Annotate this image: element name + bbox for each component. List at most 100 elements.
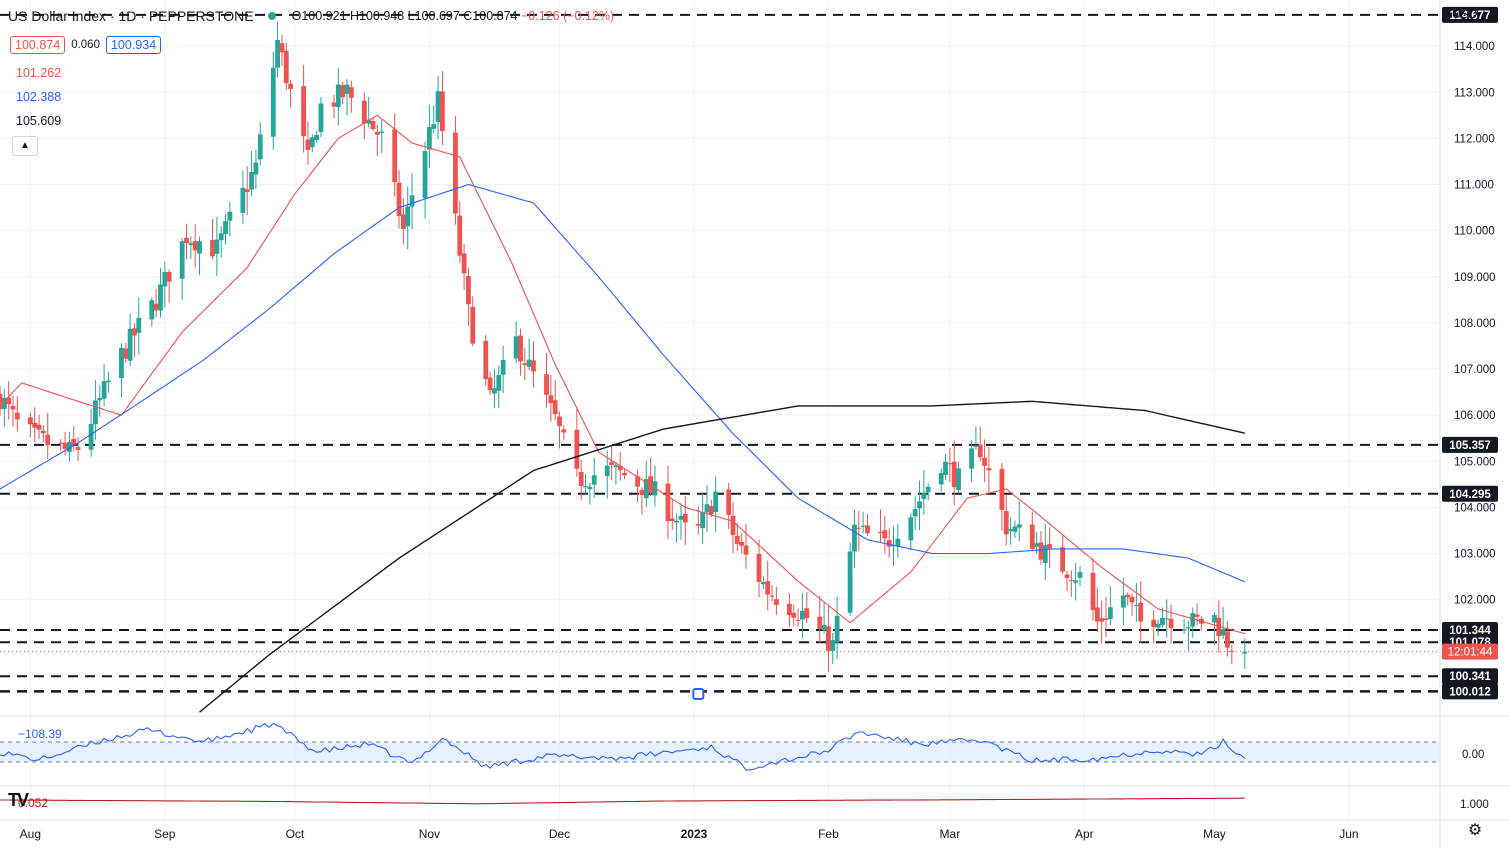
- event-marker[interactable]: [692, 688, 705, 700]
- price-tick: 112.000: [1454, 133, 1495, 145]
- ohlc-values: O100.921 H100.948 L100.697 C100.874 −0.1…: [292, 9, 615, 23]
- oscillator-band: [0, 742, 1440, 762]
- candle-body: [578, 472, 584, 486]
- candle-body: [1016, 524, 1022, 528]
- time-tick: May: [1203, 827, 1226, 841]
- candle-body: [184, 237, 189, 244]
- oscillator-pane: −108.39 0.00: [0, 722, 1484, 771]
- candle-body: [617, 465, 623, 471]
- ma-line-3: [199, 400, 1245, 713]
- candle-body: [270, 67, 276, 137]
- level-label-bg: [1442, 683, 1498, 700]
- candle-body: [860, 525, 866, 527]
- candle-body: [119, 347, 124, 379]
- candle-body: [730, 515, 736, 536]
- candle-body: [66, 441, 72, 452]
- candle-body: [197, 241, 202, 254]
- candle-body: [791, 612, 797, 618]
- candle-body: [166, 271, 172, 282]
- symbol-title[interactable]: US Dollar Index · 1D · PEPPERSTONE: [8, 8, 254, 24]
- candle-body: [1094, 607, 1100, 622]
- candle-body: [695, 524, 701, 526]
- candle-body: [340, 85, 346, 98]
- candle-body: [366, 119, 372, 124]
- time-tick: Dec: [549, 827, 570, 841]
- gear-icon[interactable]: ⚙: [1467, 822, 1483, 839]
- chart-header: US Dollar Index · 1D · PEPPERSTONE O100.…: [8, 8, 614, 24]
- candle-body: [305, 139, 311, 151]
- candle-body: [379, 131, 385, 133]
- price-tick: 106.000: [1454, 410, 1496, 422]
- indicator2-value: 0.052: [18, 796, 48, 810]
- time-tick: Nov: [419, 827, 440, 841]
- candle-body: [1029, 524, 1035, 549]
- candle-body: [405, 206, 411, 227]
- candle-body: [1107, 607, 1113, 620]
- horizontal-levels[interactable]: 114.677105.357104.295101.344101.078100.3…: [0, 6, 1498, 700]
- candle-body: [1216, 617, 1222, 637]
- candle-body: [97, 397, 103, 401]
- collapse-legend-button[interactable]: ▲: [12, 136, 38, 156]
- candle-body: [604, 465, 610, 477]
- candle-body: [288, 83, 294, 89]
- candle-body: [127, 328, 133, 361]
- candle-body: [826, 626, 831, 652]
- indicator2-line: [0, 797, 1245, 805]
- candle-body: [188, 243, 194, 245]
- candle-body: [392, 129, 398, 183]
- candle-body: [713, 491, 719, 513]
- candle-body: [431, 124, 437, 129]
- candle-body: [1181, 629, 1187, 631]
- candle-body: [609, 462, 614, 465]
- candle-body: [318, 103, 324, 132]
- candle-body: [374, 131, 380, 135]
- level-label: 101.344: [1449, 625, 1491, 637]
- candle-body: [422, 151, 428, 199]
- candle-body: [45, 434, 51, 446]
- ohlc-text: O100.921 H100.948 L100.697 C100.874: [291, 9, 518, 23]
- candle-body: [591, 475, 597, 485]
- price-axis[interactable]: 114.000 113.000 112.000 111.000 110.000 109.0…: [1454, 41, 1496, 607]
- candle-body: [925, 486, 931, 493]
- candle-body: [830, 640, 836, 651]
- candle-body: [210, 239, 215, 257]
- sell-price-button[interactable]: 100.874: [10, 36, 66, 54]
- candle-body: [409, 195, 415, 207]
- level-label: 100.012: [1449, 686, 1491, 698]
- candle-body: [1103, 618, 1109, 621]
- candle-body: [878, 532, 883, 534]
- candle-body: [400, 214, 406, 229]
- candle-body: [943, 461, 948, 475]
- candle-body: [773, 599, 779, 605]
- time-axis[interactable]: Aug Sep Oct Nov Dec 2023 Feb Mar Apr May Jun: [20, 827, 1359, 841]
- time-tick: Jun: [1339, 827, 1358, 841]
- currency-selector[interactable]: USD ⌄: [1446, 4, 1502, 24]
- candle-body: [218, 233, 224, 241]
- candle-body: [557, 416, 562, 427]
- candle-body: [1120, 595, 1126, 608]
- candle-body: [1, 397, 7, 409]
- indicator2-tick: 1.000: [1460, 799, 1489, 811]
- candle-body: [93, 400, 98, 425]
- candle-body: [951, 461, 957, 488]
- candle-body: [886, 540, 892, 547]
- candle-body: [1133, 605, 1139, 607]
- candle-body: [0, 393, 3, 410]
- candle-body: [1155, 623, 1161, 628]
- candle-body: [149, 300, 155, 320]
- candle-body: [817, 616, 823, 629]
- candle-body: [1012, 526, 1018, 532]
- candle-body: [947, 463, 953, 465]
- oscillator-value: −108.39: [18, 727, 62, 741]
- candle-body: [852, 524, 857, 552]
- candle-body: [1042, 545, 1048, 564]
- buy-price-button[interactable]: 100.934: [105, 36, 162, 54]
- candle-body: [279, 43, 285, 53]
- candle-body: [309, 137, 315, 148]
- candle-body: [466, 276, 471, 305]
- moving-averages: [0, 114, 1246, 713]
- candle-body: [1225, 631, 1230, 648]
- candle-body: [158, 284, 163, 311]
- candle-body: [153, 303, 159, 311]
